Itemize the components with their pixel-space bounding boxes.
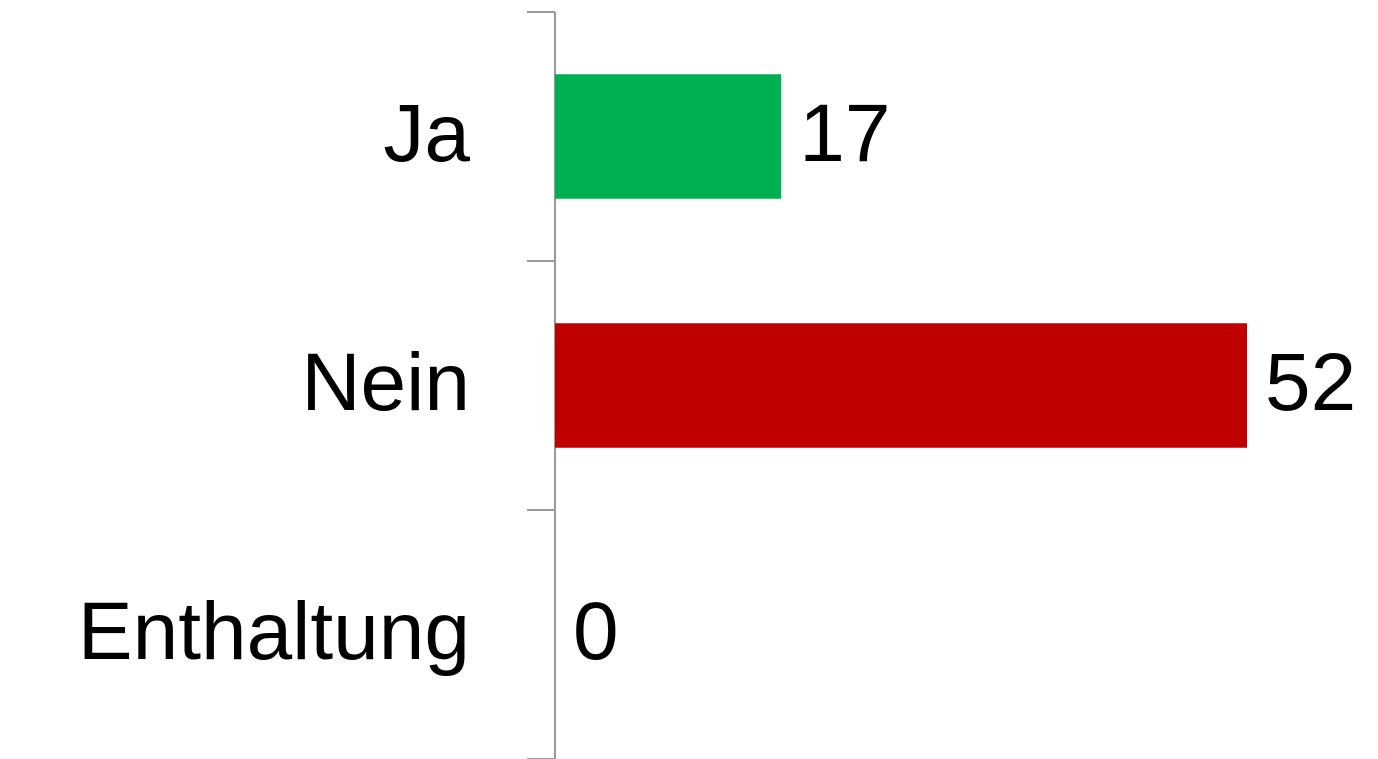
bar: [555, 323, 1247, 448]
bar: [555, 74, 782, 199]
category-label: Nein: [301, 337, 470, 428]
data-label: 17: [799, 88, 890, 179]
data-label: 52: [1265, 337, 1356, 428]
category-label: Enthaltung: [78, 586, 470, 677]
category-label: Ja: [383, 88, 470, 179]
data-label: 0: [573, 586, 619, 677]
